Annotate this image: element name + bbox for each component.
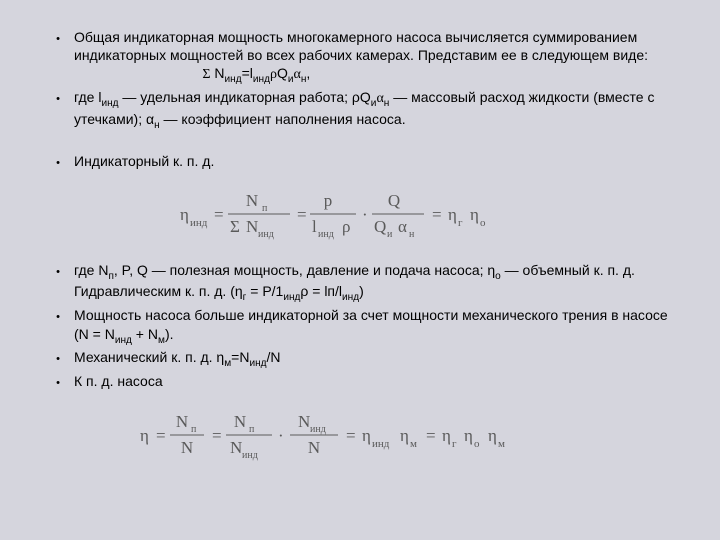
bullet-dot: •	[42, 306, 74, 346]
svg-text:Q: Q	[374, 217, 386, 236]
svg-text:инд: инд	[318, 229, 334, 240]
svg-text:N: N	[230, 438, 242, 457]
svg-text:н: н	[409, 229, 415, 240]
bullet-dot: •	[42, 152, 74, 170]
svg-text:N: N	[181, 438, 193, 457]
item-text: Мощность насоса больше индикаторной за с…	[74, 306, 678, 346]
bullet-dot: •	[42, 28, 74, 86]
svg-text:η: η	[442, 426, 451, 445]
svg-text:p: p	[324, 191, 333, 210]
svg-text:η: η	[448, 205, 457, 224]
bullet-list: • где Nп, P, Q — полезная мощность, давл…	[42, 261, 678, 391]
svg-text:=: =	[426, 426, 436, 445]
bullet-dot: •	[42, 261, 74, 305]
svg-text:N: N	[234, 412, 246, 431]
svg-text:и: и	[387, 229, 393, 240]
svg-text:=: =	[297, 205, 307, 224]
svg-text:N: N	[246, 217, 258, 236]
svg-text:=: =	[156, 426, 166, 445]
svg-text:η: η	[488, 426, 497, 445]
svg-text:η: η	[362, 426, 371, 445]
svg-text:α: α	[398, 217, 407, 236]
bullet-list: • Общая индикаторная мощность многокамер…	[42, 28, 678, 132]
svg-text:η: η	[180, 205, 189, 224]
formula-2: η = Nп N = Nп Nинд · Nинд N = ηинд ηм = …	[42, 393, 678, 481]
svg-text:инд: инд	[190, 217, 208, 229]
svg-text:·: ·	[278, 426, 284, 445]
list-item: • Общая индикаторная мощность многокамер…	[42, 28, 678, 86]
svg-text:г: г	[452, 438, 457, 450]
item-text: Общая индикаторная мощность многокамерно…	[74, 28, 678, 86]
svg-text:м: м	[498, 438, 505, 450]
svg-text:N: N	[308, 438, 320, 457]
item-text: где lинд — удельная индикаторная работа;…	[74, 88, 678, 132]
svg-text:м: м	[410, 438, 417, 450]
svg-text:=: =	[346, 426, 356, 445]
bullet-list: • Индикаторный к. п. д.	[42, 152, 678, 170]
svg-text:г: г	[458, 217, 463, 229]
svg-text:η: η	[400, 426, 409, 445]
item-text: К п. д. насоса	[74, 372, 678, 390]
svg-text:·: ·	[362, 205, 368, 224]
bullet-dot: •	[42, 372, 74, 390]
svg-text:инд: инд	[258, 229, 274, 240]
svg-text:N: N	[298, 412, 310, 431]
svg-text:=: =	[432, 205, 442, 224]
svg-text:инд: инд	[242, 450, 258, 461]
svg-text:=: =	[214, 205, 224, 224]
list-item: • где lинд — удельная индикаторная работ…	[42, 88, 678, 132]
bullet-dot: •	[42, 348, 74, 370]
item-text: Индикаторный к. п. д.	[74, 152, 678, 170]
item-text: где Nп, P, Q — полезная мощность, давлен…	[74, 261, 678, 305]
svg-text:Q: Q	[388, 191, 400, 210]
list-item: • где Nп, P, Q — полезная мощность, давл…	[42, 261, 678, 305]
list-item: • Мощность насоса больше индикаторной за…	[42, 306, 678, 346]
svg-text:N: N	[246, 191, 258, 210]
list-item: • Индикаторный к. п. д.	[42, 152, 678, 170]
list-item: • Механический к. п. д. ηм=Nинд/N	[42, 348, 678, 370]
svg-text:о: о	[480, 217, 486, 229]
svg-text:п: п	[262, 203, 268, 214]
svg-text:инд: инд	[372, 438, 390, 450]
svg-text:инд: инд	[310, 424, 326, 435]
svg-text:ρ: ρ	[342, 217, 350, 236]
item-text: Механический к. п. д. ηм=Nинд/N	[74, 348, 678, 370]
bullet-dot: •	[42, 88, 74, 132]
list-item: • К п. д. насоса	[42, 372, 678, 390]
svg-text:Σ: Σ	[230, 217, 240, 236]
svg-text:η: η	[464, 426, 473, 445]
svg-text:п: п	[249, 424, 255, 435]
svg-text:η: η	[470, 205, 479, 224]
svg-text:о: о	[474, 438, 480, 450]
svg-text:l: l	[312, 217, 317, 236]
svg-text:п: п	[191, 424, 197, 435]
svg-text:=: =	[212, 426, 222, 445]
formula-1: ηинд = Nп ΣNинд = p lиндρ · Q Qиαн = ηг …	[42, 172, 678, 260]
svg-text:η: η	[140, 426, 149, 445]
svg-text:N: N	[176, 412, 188, 431]
